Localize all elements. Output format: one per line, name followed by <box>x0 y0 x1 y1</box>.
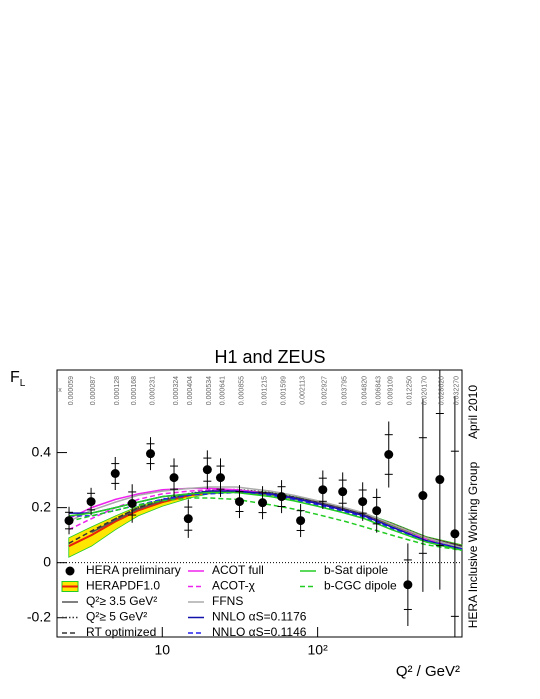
y-tick-label: 0 <box>43 553 51 569</box>
data-point <box>358 497 368 507</box>
data-point <box>146 449 156 459</box>
data-point <box>296 516 306 526</box>
x-axis-label: Q² / GeV² <box>396 663 460 680</box>
data-point <box>418 491 428 501</box>
side-note: April 2010 <box>466 385 480 439</box>
top-x-label: 0.020170 <box>422 376 429 405</box>
legend-label: RT optimized <box>86 625 156 639</box>
legend-label: ACOT full <box>212 563 264 577</box>
legend-label: HERAPDF1.0 <box>86 579 160 593</box>
top-x-label: 0.002113 <box>299 376 306 405</box>
data-point <box>338 487 348 497</box>
top-x-label: 0.000324 <box>173 376 180 405</box>
top-x-label: 0.000231 <box>149 376 156 405</box>
x-tick-label: 10 <box>154 642 170 658</box>
top-x-label: 0.001215 <box>261 376 268 405</box>
y-axis-label: FL <box>10 369 26 388</box>
top-x-label: 0.009109 <box>388 376 395 405</box>
y-tick-label: -0.2 <box>27 608 51 624</box>
x-tick-label: 10² <box>308 642 329 658</box>
model-curve <box>68 486 463 549</box>
top-x-label: 0.003795 <box>342 376 349 405</box>
data-point <box>372 506 382 516</box>
data-point <box>318 485 328 495</box>
top-x-label: 0.000534 <box>206 376 213 405</box>
legend-marker <box>65 566 75 576</box>
top-x-label: 0.000087 <box>90 376 97 405</box>
legend-label: ACOT-χ <box>212 579 256 593</box>
top-x-label: 0.000168 <box>131 376 138 405</box>
data-point <box>64 516 74 526</box>
data-point <box>127 499 137 508</box>
top-x-label: 0.028620 <box>439 376 446 405</box>
data-point <box>169 473 179 483</box>
data-point <box>110 468 120 478</box>
plot-frame <box>56 369 463 638</box>
top-x-label: 0.004820 <box>362 376 369 405</box>
top-x-label: 0.012250 <box>407 376 414 405</box>
top-x-label: 0.000641 <box>219 376 226 405</box>
legend-label: FFNS <box>212 594 243 608</box>
data-point <box>258 498 268 508</box>
y-label-main: F <box>10 369 20 386</box>
y-label-sub: L <box>20 378 26 389</box>
model-curve <box>91 489 463 547</box>
legend-label: NNLO αS=0.1146 <box>212 625 307 639</box>
side-note: HERA Inclusive Working Group <box>466 461 480 628</box>
data-point <box>234 497 244 507</box>
chart-title: H1 and ZEUS <box>214 347 325 367</box>
data-point <box>183 514 193 524</box>
top-x-header: x <box>58 387 62 394</box>
data-point <box>86 497 96 507</box>
top-x-label: 0.006843 <box>376 376 383 405</box>
top-x-label: 0.000855 <box>238 376 245 405</box>
legend-label: Q²≥ 3.5 GeV² <box>86 594 157 608</box>
top-x-label: 0.000128 <box>114 376 121 405</box>
legend-label: NNLO αS=0.1176 <box>212 610 307 624</box>
legend-label: b-CGC dipole <box>324 579 397 593</box>
y-tick-label: 0.2 <box>32 498 52 514</box>
data-point <box>202 465 212 475</box>
data-point <box>435 475 445 485</box>
data-point <box>215 473 225 483</box>
data-point <box>384 450 394 460</box>
y-tick-label: 0.4 <box>32 443 52 459</box>
legend-label: Q²≥ 5 GeV² <box>86 610 147 624</box>
top-x-label: 0.032270 <box>454 376 461 405</box>
model-curve <box>68 497 463 552</box>
data-point <box>450 529 460 539</box>
top-x-label: 0.000059 <box>68 376 75 405</box>
data-point <box>403 580 413 590</box>
top-x-label: 0.001599 <box>280 376 287 405</box>
top-x-label: 0.002927 <box>322 376 329 405</box>
top-x-label: 0.000404 <box>187 376 194 405</box>
data-point <box>277 492 287 502</box>
legend-label: b-Sat dipole <box>324 563 388 577</box>
legend-label: HERA preliminary <box>86 563 181 577</box>
